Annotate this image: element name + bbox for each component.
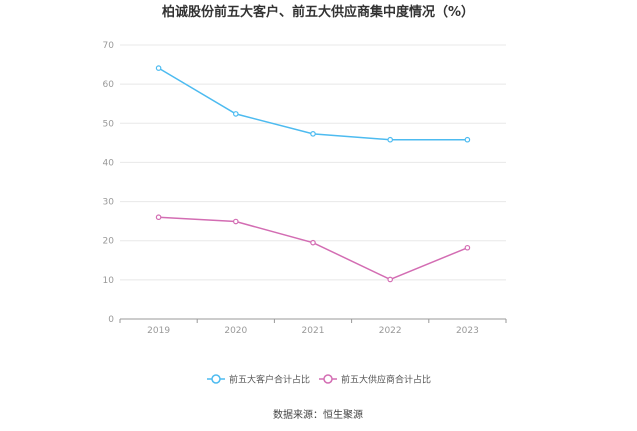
- data-point[interactable]: [387, 276, 394, 283]
- series-line: [158, 67, 468, 141]
- y-tick-label: 20: [103, 237, 115, 247]
- y-tick-label: 10: [103, 276, 115, 286]
- data-point[interactable]: [155, 65, 162, 71]
- data-point[interactable]: [233, 218, 239, 225]
- data-point[interactable]: [464, 136, 471, 143]
- y-tick-label: 40: [103, 158, 115, 168]
- data-point[interactable]: [310, 131, 316, 137]
- y-tick-label: 0: [108, 315, 114, 325]
- x-tick-label: 2019: [147, 326, 170, 336]
- data-point[interactable]: [387, 136, 394, 143]
- series-line: [158, 216, 468, 281]
- data-point[interactable]: [155, 214, 162, 221]
- x-tick-label: 2022: [379, 326, 402, 336]
- series-layer: [155, 65, 471, 283]
- y-tick-label: 70: [103, 41, 115, 51]
- chart-title: 柏诚股份前五大客户、前五大供应商集中度情况（%）: [162, 4, 474, 20]
- data-source: 数据来源：恒生聚源: [273, 408, 363, 421]
- legend[interactable]: 前五大客户合计占比 前五大供应商合计占比: [207, 374, 431, 386]
- axes: 0 10 20 30 40 50 60 70 2019 2020 2021 2022 2023: [103, 41, 507, 336]
- legend-marker-icon[interactable]: [211, 374, 221, 384]
- y-tick-label: 60: [103, 80, 115, 90]
- legend-label[interactable]: 前五大客户合计占比: [229, 374, 310, 386]
- data-point[interactable]: [464, 244, 471, 251]
- y-tick-label: 50: [103, 119, 115, 129]
- data-point[interactable]: [233, 111, 239, 117]
- legend-label[interactable]: 前五大供应商合计占比: [341, 374, 431, 386]
- legend-marker-icon[interactable]: [323, 374, 333, 384]
- data-point[interactable]: [310, 239, 316, 246]
- x-tick-label: 2021: [302, 326, 325, 336]
- y-tick-label: 30: [103, 198, 115, 208]
- x-tick-label: 2020: [224, 326, 247, 336]
- x-tick-label: 2023: [456, 326, 479, 336]
